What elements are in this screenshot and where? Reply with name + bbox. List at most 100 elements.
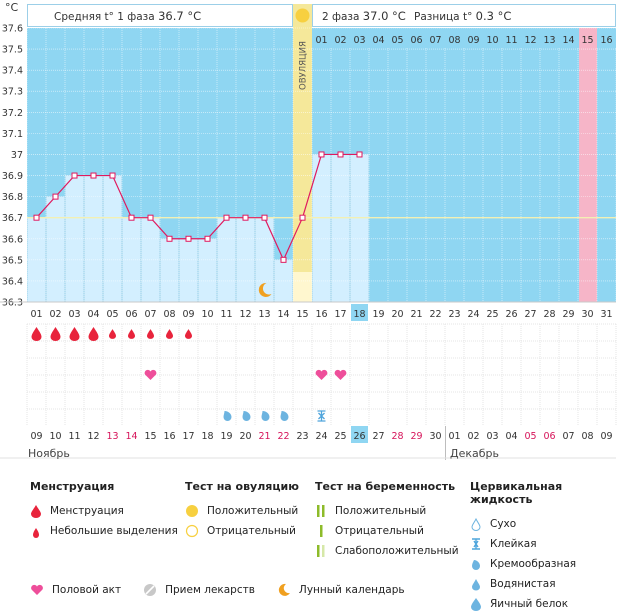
temperature-bar [198, 238, 217, 303]
temperature-point [318, 151, 325, 158]
y-tick-label: 37.6 [2, 24, 23, 35]
cycle-day-label: 10 [201, 309, 213, 320]
legend-item: Лунный календарь [277, 580, 405, 600]
temperature-bar [141, 217, 160, 303]
calendar-date-label: 20 [239, 431, 251, 442]
y-tick-label: 36.9 [2, 171, 23, 182]
pill-icon [144, 584, 157, 596]
legend-label: Положительный [207, 505, 299, 517]
unit-label: °C [5, 1, 19, 14]
cycle-day-label: 29 [562, 309, 574, 320]
cycle-day-label: 05 [106, 309, 118, 320]
legend-item: Положительный [315, 501, 459, 521]
cycle-day-label: 01 [30, 309, 42, 320]
calendar-date-label: 15 [144, 431, 156, 442]
cycle-day-label: 30 [581, 309, 593, 320]
calendar-date-label: 09 [30, 431, 42, 442]
temperature-bar [350, 154, 369, 303]
cycle-day-label: 07 [144, 309, 156, 320]
moon-icon [258, 282, 272, 297]
temperature-point [223, 214, 230, 221]
calendar-date-label: 04 [505, 431, 517, 442]
legend-ovulation-test: Тест на овуляцию Положительный Отрицател… [185, 480, 299, 541]
month-november: Ноябрь [28, 447, 70, 460]
creamy-drop-icon [242, 411, 251, 421]
y-tick-label: 37 [11, 150, 23, 161]
legend-label: Кремообразная [490, 558, 577, 570]
calendar-date-label: 03 [486, 431, 498, 442]
legend-label: Водянистая [490, 578, 556, 590]
legend-title: Тест на овуляцию [185, 480, 299, 493]
temperature-bar [65, 175, 84, 303]
legend-item: Прием лекарств [143, 580, 255, 600]
legend-label: Прием лекарств [165, 584, 255, 596]
calendar-date-label: 21 [258, 431, 270, 442]
temperature-bar [179, 238, 198, 303]
legend-item: Отрицательный [315, 521, 459, 541]
calendar-date-label: 23 [296, 431, 308, 442]
calendar-date-label: 30 [429, 431, 441, 442]
dry-drop-icon [471, 517, 481, 531]
calendar-date-label: 27 [372, 431, 384, 442]
blood-drop-icon [31, 327, 42, 341]
cycle-day-label: 03 [68, 309, 80, 320]
calendar-date-label: 29 [410, 431, 422, 442]
phase2-day-label: 12 [524, 35, 536, 46]
y-tick-label: 37.5 [2, 45, 23, 56]
diff-label: Разница t° [414, 11, 473, 23]
cycle-day-label: 04 [87, 309, 99, 320]
creamy-drop-icon [472, 560, 480, 570]
temperature-point [128, 214, 135, 221]
y-tick-label: 37.4 [2, 66, 23, 77]
legend-item: Слабоположительный [315, 541, 459, 561]
phase2-day-label: 07 [429, 35, 441, 46]
calendar-date-label: 13 [106, 431, 118, 442]
phase1-header-box [27, 4, 293, 27]
negative-circle-icon [185, 524, 199, 538]
calendar-date-label: 24 [315, 431, 327, 442]
heart-icon [144, 369, 157, 380]
small-drop-icon [109, 329, 116, 339]
phase2-day-label: 16 [600, 35, 612, 46]
ovulation-sun-icon [295, 8, 310, 23]
temperature-point [71, 172, 78, 179]
calendar-date-label: 06 [543, 431, 555, 442]
phase2-day-label: 08 [448, 35, 460, 46]
calendar-date-label: 18 [201, 431, 213, 442]
calendar-date-label: 22 [277, 431, 289, 442]
cycle-day-label: 19 [372, 309, 384, 320]
small-drop-icon [185, 329, 192, 339]
legend-item: Кремообразная [470, 554, 626, 574]
temperature-point [166, 235, 173, 242]
cycle-day-label: 16 [315, 309, 327, 320]
positive-circle-icon [186, 505, 198, 517]
legend-label: Половой акт [52, 584, 122, 596]
cycle-day-label: 17 [334, 309, 346, 320]
phase2-summary: 2 фаза 37.0 °C [322, 9, 406, 23]
calendar-date-label: 01 [448, 431, 460, 442]
legend-item: Клейкая [470, 534, 626, 554]
cycle-day-label: 20 [391, 309, 403, 320]
cycle-day-label: 14 [277, 309, 289, 320]
calendar-date-label: 08 [581, 431, 593, 442]
y-tick-label: 37.1 [2, 129, 23, 140]
legend-cervical: Цервикальная жидкость Сухо Клейкая Кремо… [470, 480, 626, 614]
cycle-day-label: 21 [410, 309, 422, 320]
phase2-day-label: 15 [581, 35, 593, 46]
small-drop-icon [147, 329, 154, 339]
legend-title: Цервикальная жидкость [470, 480, 563, 506]
temperature-point [90, 172, 97, 179]
phase1-summary: Средняя t° 1 фаза 36.7 °C [54, 9, 201, 23]
creamy-drop-icon [280, 411, 289, 421]
blood-drop-icon [50, 327, 61, 341]
legend-title: Менструация [30, 480, 115, 493]
temperature-bar [160, 238, 179, 303]
moon-icon [278, 583, 290, 596]
phase2-day-label: 09 [467, 35, 479, 46]
small-drop-icon [166, 329, 173, 339]
phase2-day-label: 02 [334, 35, 346, 46]
watery-drop-icon [472, 579, 480, 591]
calendar-date-label: 11 [68, 431, 80, 442]
cycle-day-label: 11 [220, 309, 232, 320]
cycle-day-label: 24 [467, 309, 479, 320]
